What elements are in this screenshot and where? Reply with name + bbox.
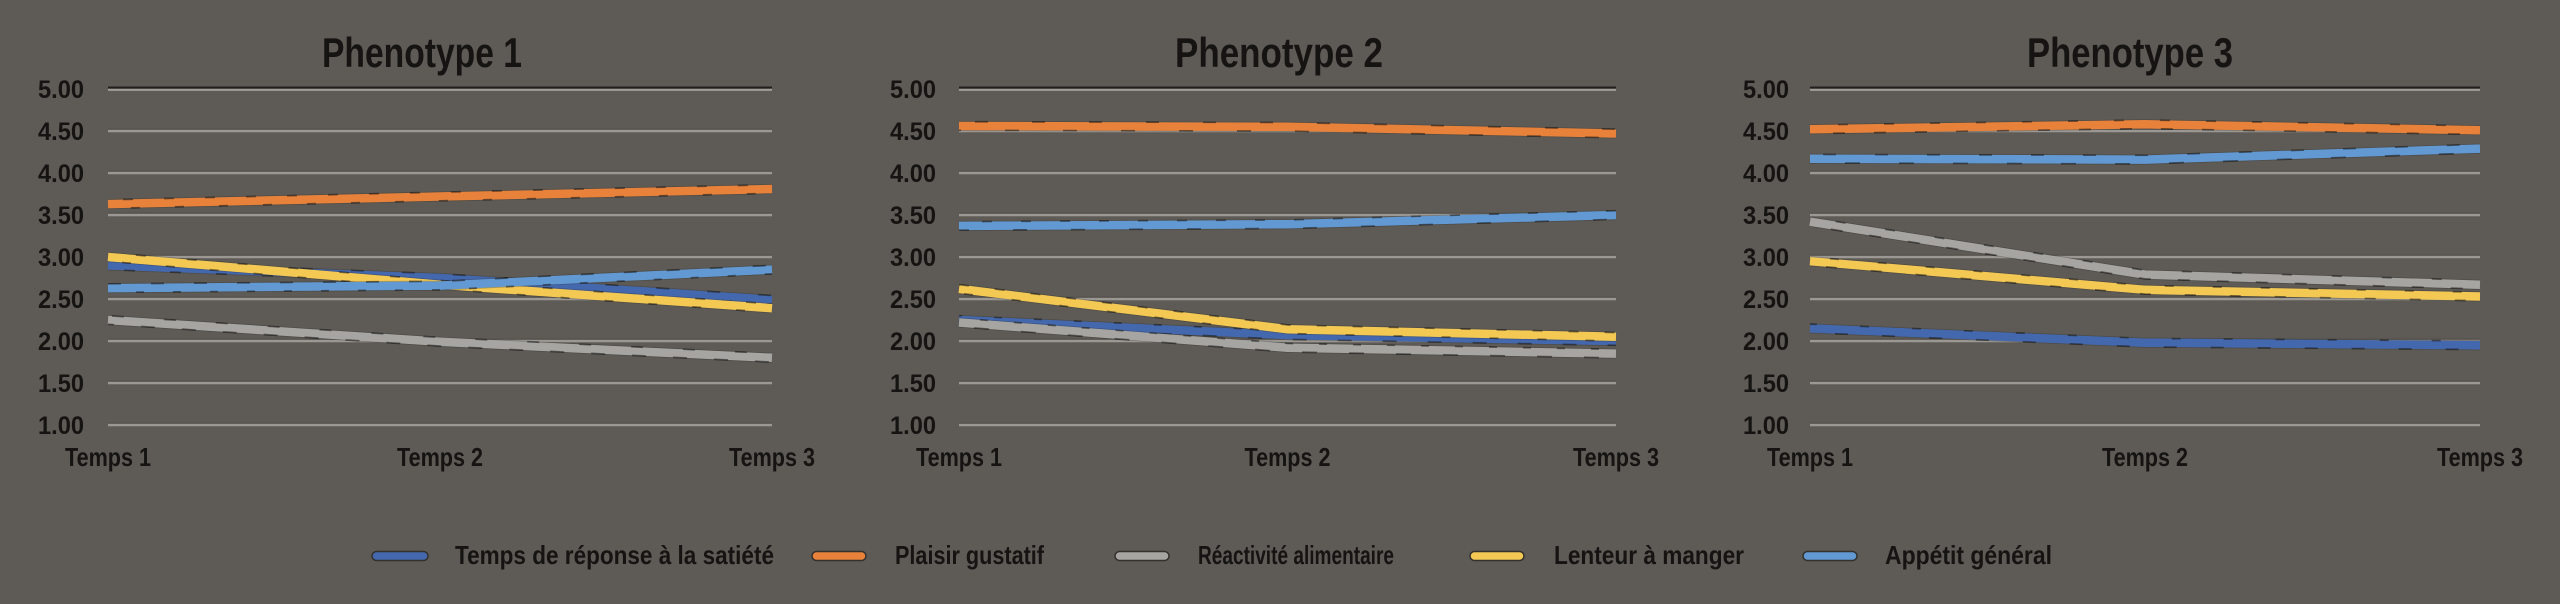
svg-text:4.00: 4.00 [1743,160,1789,188]
svg-text:Plaisir gustatif: Plaisir gustatif [895,540,1044,570]
svg-text:3.50: 3.50 [38,202,84,230]
svg-text:Temps 3: Temps 3 [729,442,815,472]
svg-text:2.00: 2.00 [1743,328,1789,356]
svg-text:1.50: 1.50 [890,370,936,398]
svg-text:Réactivité alimentaire: Réactivité alimentaire [1198,540,1394,570]
svg-text:2.50: 2.50 [890,286,936,314]
svg-text:1.00: 1.00 [890,412,936,440]
svg-text:Lenteur à manger: Lenteur à manger [1554,540,1744,570]
svg-text:5.00: 5.00 [890,76,936,104]
svg-text:Phenotype 1: Phenotype 1 [322,29,522,76]
svg-text:2.00: 2.00 [38,328,84,356]
svg-text:4.50: 4.50 [38,118,84,146]
svg-text:3.00: 3.00 [38,244,84,272]
svg-text:Temps 1: Temps 1 [916,442,1002,472]
svg-text:2.50: 2.50 [1743,286,1789,314]
svg-text:Temps 2: Temps 2 [2102,442,2188,472]
svg-text:5.00: 5.00 [38,76,84,104]
svg-text:Temps 2: Temps 2 [397,442,483,472]
svg-text:Phenotype 2: Phenotype 2 [1175,29,1383,76]
svg-text:Temps 1: Temps 1 [1767,442,1853,472]
svg-text:3.50: 3.50 [890,202,936,230]
svg-text:1.00: 1.00 [1743,412,1789,440]
svg-text:4.00: 4.00 [890,160,936,188]
svg-text:Temps de réponse à la satiété: Temps de réponse à la satiété [455,540,774,570]
svg-text:5.00: 5.00 [1743,76,1789,104]
svg-text:3.00: 3.00 [890,244,936,272]
svg-text:4.50: 4.50 [890,118,936,146]
svg-text:1.50: 1.50 [38,370,84,398]
svg-text:2.50: 2.50 [38,286,84,314]
svg-text:Temps 3: Temps 3 [1573,442,1659,472]
svg-text:4.00: 4.00 [38,160,84,188]
svg-text:1.00: 1.00 [38,412,84,440]
svg-text:3.50: 3.50 [1743,202,1789,230]
svg-text:Phenotype 3: Phenotype 3 [2027,29,2233,76]
svg-text:Appétit général: Appétit général [1885,540,2052,570]
svg-text:1.50: 1.50 [1743,370,1789,398]
svg-text:3.00: 3.00 [1743,244,1789,272]
svg-text:Temps 2: Temps 2 [1245,442,1331,472]
svg-text:2.00: 2.00 [890,328,936,356]
svg-text:Temps 1: Temps 1 [65,442,151,472]
svg-text:4.50: 4.50 [1743,118,1789,146]
svg-text:Temps 3: Temps 3 [2437,442,2523,472]
